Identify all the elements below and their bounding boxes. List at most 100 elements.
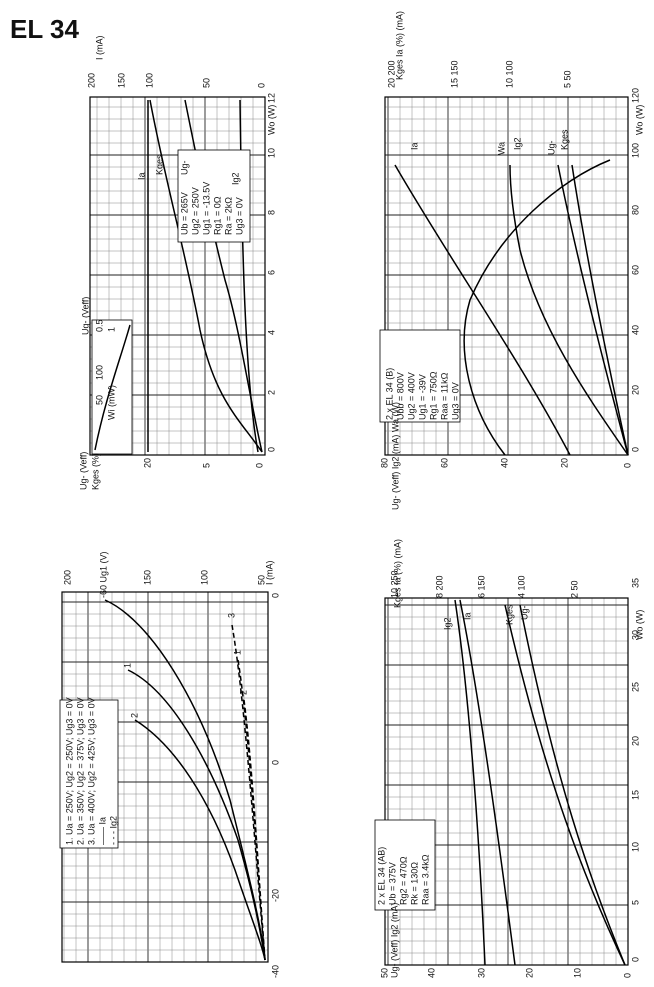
axis-label: Ia [136,172,146,180]
axis-label: Ug- (Veff) Ig2 (mA) Wa (W) [390,402,400,510]
axis-label: 0 [266,447,276,452]
axis-label: Ug- (Veff) Ig2 (mA) [389,903,399,978]
axis-label: 50 [94,395,104,405]
axis-label: 30 [630,630,640,640]
legend-box [379,329,461,423]
curve [127,669,266,961]
axis-label: 0 [254,463,264,468]
axis-label: 20 [630,736,640,746]
axis-label: 1 [232,650,242,655]
axis-label: 25 [630,682,640,692]
legend-text: Ug3 = 0V [450,382,460,420]
axis-label: Ug- [546,140,556,155]
axis-label: 3 [226,613,236,618]
legend-text: 2. Ua = 350V; Ug2 = 375V; Ug3 = 0V [75,697,85,845]
axis-label: Ug- (Veff) [78,452,88,490]
curve [509,164,629,456]
axis-label: 10 [266,148,276,158]
legend-text: Ug2 = 250V [190,187,200,235]
axis-label: 60 [630,265,640,275]
axis-label: 1 [106,327,116,332]
axis-label: 80 [379,458,389,468]
axis-label: 20 [559,458,569,468]
axis-label: 200 [62,570,72,585]
axis-label: 100 [94,365,104,380]
graph-frame [384,96,629,456]
axis-label: 150 [116,73,126,88]
axis-label: 100 [630,143,640,158]
legend-text: Ub = 265V [179,192,189,235]
legend-text: Rg1 = 0Ω [212,196,222,235]
axis-label: 20 200 [386,60,396,88]
legend-text: Rk = 130Ω [409,862,419,905]
axis-label: 10 250 [389,570,399,598]
axis-label: Kges [154,154,164,175]
legend-text: —— Ia [97,817,107,845]
axis-label: 120 [630,88,640,103]
axis-label: I (mA) [94,36,104,61]
axis-label: 0 [270,760,280,765]
axis-label: Wa [496,142,506,155]
curve [243,699,266,961]
axis-label: 150 [142,570,152,585]
legend-box [177,149,251,243]
axis-label: 2 50 [569,580,579,598]
axis-label: I (mA) [264,561,274,586]
curve [134,719,266,961]
graph-frame [89,96,266,456]
legend-text: Ug2 = 400V [406,372,416,420]
axis-label: 0 [622,463,632,468]
axis-label: 12 [266,93,276,103]
curve [231,624,266,961]
axis-label: 1 [122,663,132,668]
axis-label: 0 [622,973,632,978]
axis-label: 20 [630,385,640,395]
legend-text: Rg2 = 470Ω [398,856,408,905]
axis-label: -20 [270,889,280,902]
curve [394,164,571,456]
axis-label: 4 [266,330,276,335]
axis-label: 15 150 [449,60,459,88]
legend-text: Ug1 = -39V [417,374,427,420]
axis-label: 40 [499,458,509,468]
page-title: EL 34 [10,14,79,44]
legend-text: Raa = 11kΩ [439,372,449,420]
axis-label: 0 [630,447,640,452]
axis-label: Ia [462,612,472,620]
axis-label: Ig2 [442,617,452,630]
curve [149,99,263,453]
axis-label: Kges Ia (%) (mA) [392,539,402,608]
curve [557,164,629,456]
curve [94,324,131,451]
legend-text: 1. Ua = 250V; Ug2 = 250V; Ug3 = 0V [64,697,74,845]
axis-label: -60 Ug1 (V) [98,551,108,598]
graph-frame [384,597,629,966]
axis-label: 80 [630,205,640,215]
axis-label: 5 50 [562,70,572,88]
axis-label: 10 [572,968,582,978]
axis-label: Kges Ia (%) (mA) [394,11,404,80]
legend-text: - - - Ig2 [108,816,118,845]
axis-label: Kges (%) [90,453,100,490]
axis-label: Kges [559,129,569,150]
axis-label: 4 100 [516,575,526,598]
legend-box [374,819,436,911]
axis-label: Ug- [519,605,529,620]
curve [519,604,626,966]
axis-label: 15 [630,790,640,800]
axis-label: Wo (W) [634,610,644,640]
legend-text: 2 x EL 34 (AB) [376,847,386,905]
axis-label: 5 [201,463,211,468]
axis-label: 0 [256,83,266,88]
curve [571,164,629,456]
curve [454,599,486,966]
legend-text: Ra = 2kΩ [223,197,233,235]
axis-label: Wo (W) [634,105,644,135]
axis-label: 2 [266,390,276,395]
axis-label: Kges [504,604,514,625]
axis-label: 50 [256,575,266,585]
axis-label: 2 [238,690,248,695]
legend-text: Ug3 = 0V [234,197,244,235]
axis-label: 50 [379,968,389,978]
